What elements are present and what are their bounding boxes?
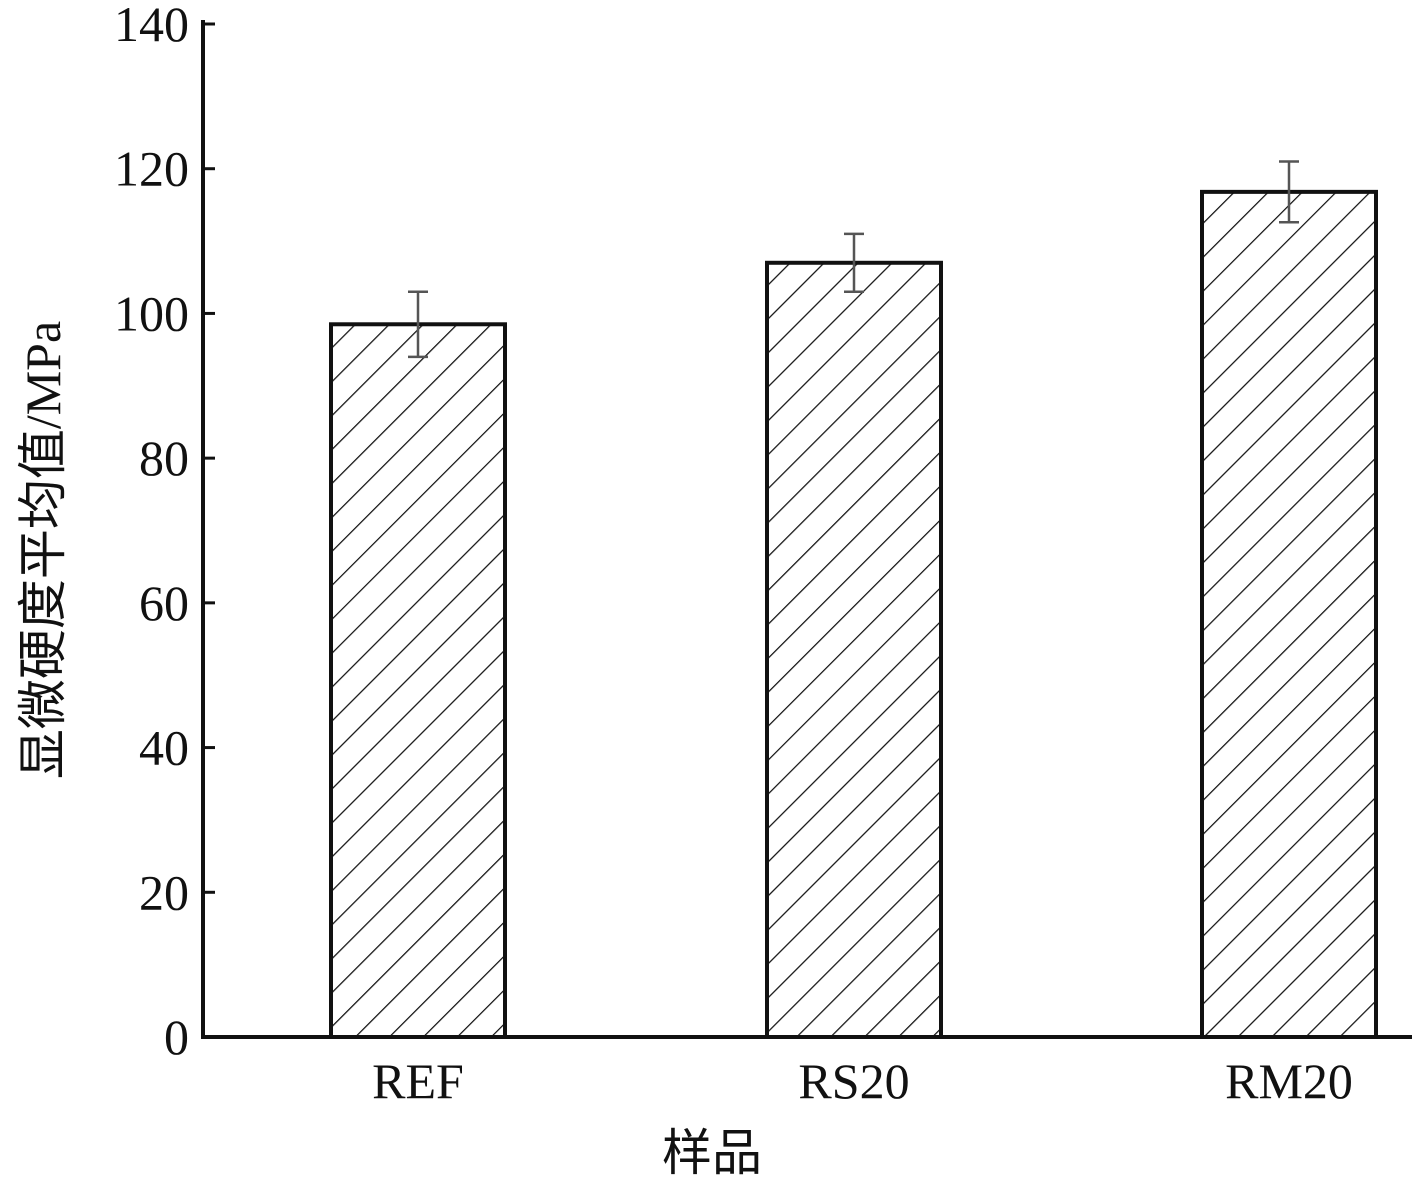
y-tick-label: 120 — [114, 141, 189, 197]
x-tick-label-ref: REF — [372, 1053, 464, 1109]
labels-layer: 0 20 40 60 80 100 120 140 REF RS20 RM20 — [114, 0, 1353, 1109]
y-tick-label: 0 — [164, 1009, 189, 1065]
x-tick-label-rm20: RM20 — [1225, 1053, 1353, 1109]
bars-layer — [329, 189, 1378, 1039]
y-axis-title: 显微硬度平均值/MPa — [15, 321, 71, 779]
error-bar-ref — [408, 290, 428, 359]
x-axis-title: 样品 — [662, 1125, 762, 1181]
y-tick-label: 60 — [139, 575, 189, 631]
y-tick-label: 80 — [139, 430, 189, 486]
bar-ref — [329, 322, 507, 1039]
bar-rs20 — [765, 260, 943, 1039]
bar-rm20 — [1200, 189, 1378, 1039]
y-tick-label: 40 — [139, 720, 189, 776]
axes-layer — [201, 20, 1412, 1039]
y-tick-label: 20 — [139, 864, 189, 920]
error-bars-layer — [408, 160, 1299, 359]
y-tick-label: 100 — [114, 285, 189, 341]
x-tick-label-rs20: RS20 — [798, 1053, 909, 1109]
error-bar-rm20 — [1279, 160, 1299, 224]
y-tick-label: 140 — [114, 0, 189, 52]
error-bar-rs20 — [844, 232, 864, 293]
